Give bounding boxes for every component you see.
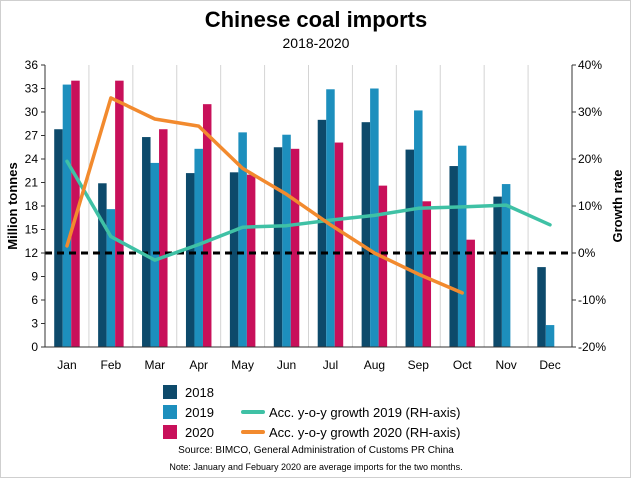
bar-2018-Mar	[142, 137, 151, 347]
bar-2018-Apr	[185, 173, 195, 347]
bar-2018-Jan	[54, 129, 63, 347]
bar-2020-Mar	[159, 129, 168, 347]
bar-2018-Nov	[493, 196, 502, 347]
x-tick-label: Dec	[539, 358, 560, 372]
bar-2019-Oct	[457, 145, 467, 347]
y2-tick-label: 0%	[578, 246, 596, 260]
y2-tick-label: 40%	[578, 58, 602, 72]
bar-2019-Apr	[194, 148, 203, 347]
bar-2018-Aug	[361, 122, 371, 347]
y-tick-label: 0	[31, 340, 38, 354]
bar-2019-Jun	[282, 134, 291, 347]
y2-tick-label: -10%	[578, 293, 606, 307]
bar-2020-Aug	[378, 185, 388, 347]
chart-title: Chinese coal imports	[205, 7, 428, 32]
y-tick-label: 12	[25, 246, 39, 260]
y-tick-label: 3	[31, 317, 38, 331]
legend-swatch-2020	[163, 425, 177, 439]
bar-2018-Jul	[317, 119, 327, 347]
x-tick-label: Aug	[364, 358, 385, 372]
y-axis-title: Million tonnes	[5, 162, 20, 249]
y2-tick-label: 20%	[578, 152, 602, 166]
x-tick-label: Jun	[277, 358, 296, 372]
bar-2020-Apr	[202, 104, 212, 348]
y2-axis-title: Growth rate	[610, 170, 625, 243]
chart-subtitle: 2018-2020	[283, 35, 350, 51]
bar-2019-Feb	[106, 209, 116, 347]
growth-line-2019	[65, 159, 552, 262]
growth-line-2020	[65, 96, 464, 295]
x-tick-label: Nov	[495, 358, 516, 372]
x-tick-label: Jul	[323, 358, 338, 372]
bar-2020-May	[246, 174, 256, 347]
bar-2020-Oct	[466, 239, 475, 347]
bar-2020-Jun	[290, 148, 300, 347]
y-tick-label: 36	[25, 58, 39, 72]
x-tick-label: Sep	[408, 358, 430, 372]
bar-2019-Aug	[370, 88, 379, 347]
legend-label-2018: 2018	[185, 385, 214, 400]
legend-line-label: Acc. y-o-y growth 2019 (RH-axis)	[269, 405, 460, 420]
y-tick-label: 6	[31, 293, 38, 307]
x-tick-label: Feb	[101, 358, 122, 372]
x-tick-label: May	[231, 358, 254, 372]
x-tick-label: Jan	[57, 358, 76, 372]
y-tick-label: 33	[25, 82, 39, 96]
bar-2018-Sep	[405, 149, 415, 347]
y-tick-label: 9	[31, 270, 38, 284]
bar-2019-Jan	[62, 84, 72, 347]
bar-2019-Nov	[501, 184, 511, 347]
legend-line-label: Acc. y-o-y growth 2020 (RH-axis)	[269, 425, 460, 440]
bar-2019-Dec	[545, 325, 555, 347]
plot-area: 0369121518212427303336-20%-10%0%10%20%30…	[5, 58, 625, 372]
y-tick-label: 24	[25, 152, 39, 166]
legend: 2018 2019 2020 Acc. y-o-y growth 2019 (RH-a…	[163, 385, 460, 440]
x-tick-label: Oct	[453, 358, 472, 372]
bar-2019-Jul	[326, 89, 335, 348]
legend-label-2019: 2019	[185, 405, 214, 420]
y-tick-label: 30	[25, 105, 39, 119]
y-tick-label: 18	[25, 199, 39, 213]
y-tick-label: 21	[25, 176, 39, 190]
x-tick-label: Apr	[189, 358, 208, 372]
legend-swatch-2019	[163, 405, 177, 419]
bar-2019-Mar	[150, 162, 160, 347]
y2-tick-label: -20%	[578, 340, 606, 354]
y2-tick-label: 10%	[578, 199, 602, 213]
legend-label-2020: 2020	[185, 425, 214, 440]
y2-tick-label: 30%	[578, 105, 602, 119]
y-tick-label: 27	[25, 129, 39, 143]
x-tick-label: Mar	[144, 358, 165, 372]
bar-2018-Jun	[273, 147, 283, 347]
bar-2020-Feb	[115, 80, 124, 348]
bar-2018-May	[229, 172, 239, 347]
bar-2018-Oct	[449, 166, 458, 347]
bar-2018-Dec	[537, 267, 546, 347]
bar-2020-Jul	[334, 142, 344, 347]
y-tick-label: 15	[25, 223, 39, 237]
bar-2018-Feb	[98, 183, 107, 347]
legend-swatch-2018	[163, 385, 177, 399]
bar-2020-Sep	[422, 201, 432, 347]
bar-2019-Sep	[414, 110, 423, 347]
footnote: Note: January and Febuary 2020 are avera…	[169, 462, 462, 472]
source-note: Source: BIMCO, General Administration of…	[178, 445, 454, 456]
bar-2019-May	[238, 132, 247, 347]
